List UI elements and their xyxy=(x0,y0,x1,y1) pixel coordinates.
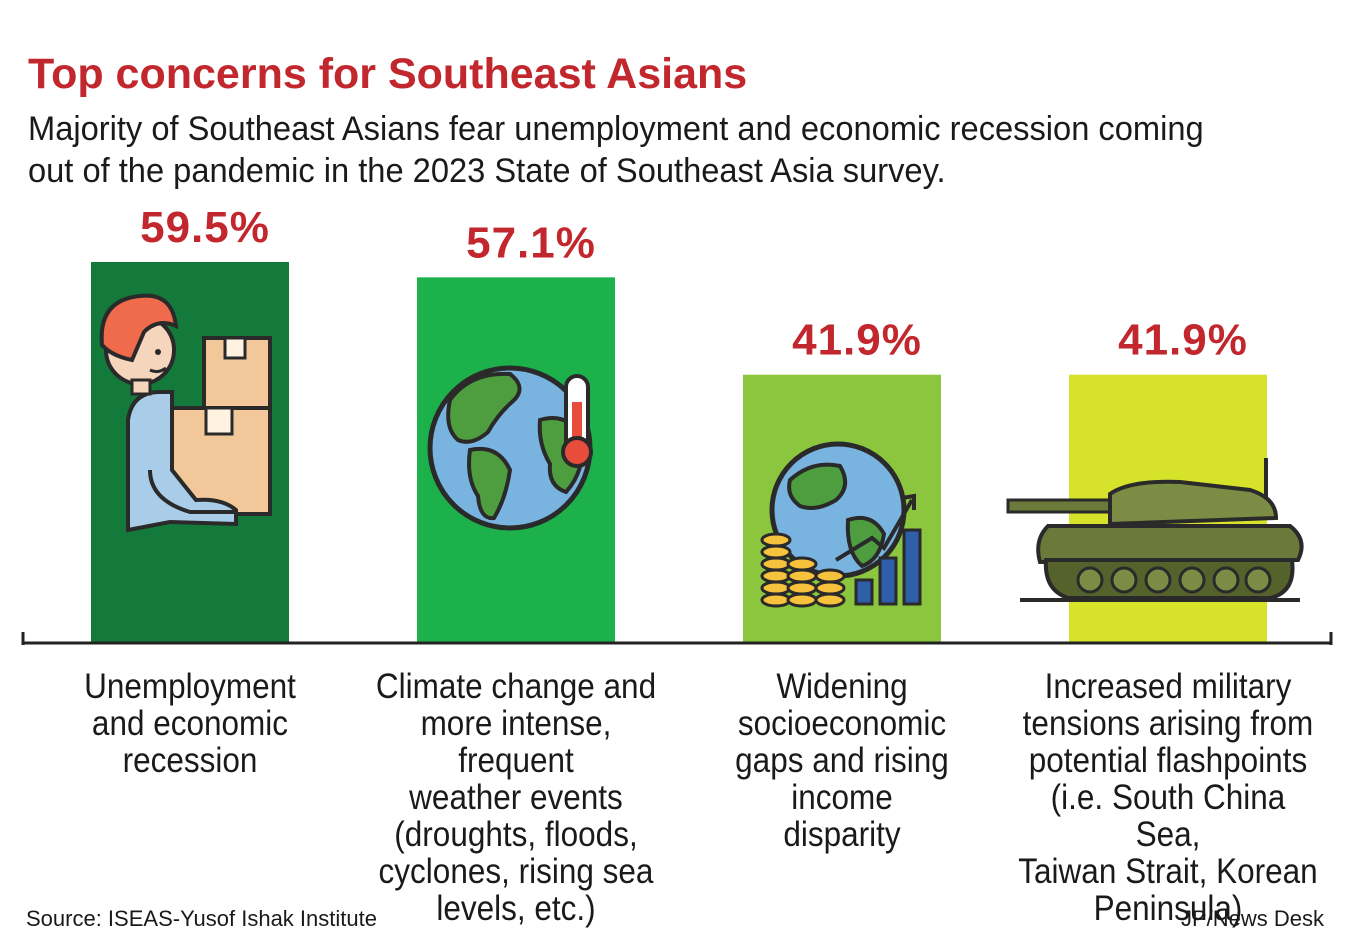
category-label-line: Unemployment xyxy=(84,667,296,706)
credit-note: JP/News Desk xyxy=(1180,906,1324,931)
category-label-line: Climate change and xyxy=(375,667,657,706)
category-label-line: levels, etc.) xyxy=(436,889,596,928)
category-label-line: gaps and rising xyxy=(735,741,949,780)
globe-thermometer-icon xyxy=(427,365,593,531)
category-label-line: (i.e. South China Sea, xyxy=(1050,778,1286,854)
chart-title: Top concerns for Southeast Asians xyxy=(28,50,748,98)
chart-subtitle: Majority of Southeast Asians fear unempl… xyxy=(28,108,1257,192)
category-label-line: Taiwan Strait, Korean xyxy=(1018,852,1318,891)
category-label-line: weather events xyxy=(409,778,623,817)
category-label-line: income xyxy=(791,778,893,817)
subtitle-line: out of the pandemic in the 2023 State of… xyxy=(28,152,946,190)
axis-layer xyxy=(21,632,1333,645)
value-label-4: 41.9% xyxy=(1118,316,1248,365)
military-tank-icon xyxy=(1006,458,1304,602)
worker-carrying-boxes-icon xyxy=(99,293,272,533)
category-label-line: tensions arising from xyxy=(1022,704,1314,743)
category-label-line: socioeconomic xyxy=(737,704,947,743)
category-label-line: disparity xyxy=(783,815,901,854)
category-label-line: Increased military xyxy=(1044,667,1292,706)
category-label-line: (droughts, floods, xyxy=(394,815,638,854)
category-label-line: potential flashpoints xyxy=(1028,741,1308,780)
category-label-line: cyclones, rising sea xyxy=(378,852,654,891)
category-label-line: and economic xyxy=(91,704,289,743)
category-label-line: recession xyxy=(122,741,258,780)
category-label-2: Climate change and more intense, frequent… xyxy=(363,668,669,927)
category-label-1: Unemployment and economic recession xyxy=(55,668,325,779)
category-label-3: Widening socioeconomic gaps and rising inco… xyxy=(707,668,977,853)
source-note: Source: ISEAS-Yusof Ishak Institute xyxy=(26,906,377,931)
subtitle-line: Majority of Southeast Asians fear unempl… xyxy=(28,110,1204,148)
globe-coins-growth-chart-icon xyxy=(760,441,922,608)
category-label-line: Peninsula) xyxy=(1093,889,1243,928)
category-label-line: Widening xyxy=(776,667,908,706)
category-label-line: more intense, frequent xyxy=(420,704,612,780)
value-label-2: 57.1% xyxy=(466,218,596,267)
value-label-1: 59.5% xyxy=(140,203,270,252)
value-label-3: 41.9% xyxy=(792,316,922,365)
category-label-4: Increased military tensions arising from p… xyxy=(1015,668,1321,927)
